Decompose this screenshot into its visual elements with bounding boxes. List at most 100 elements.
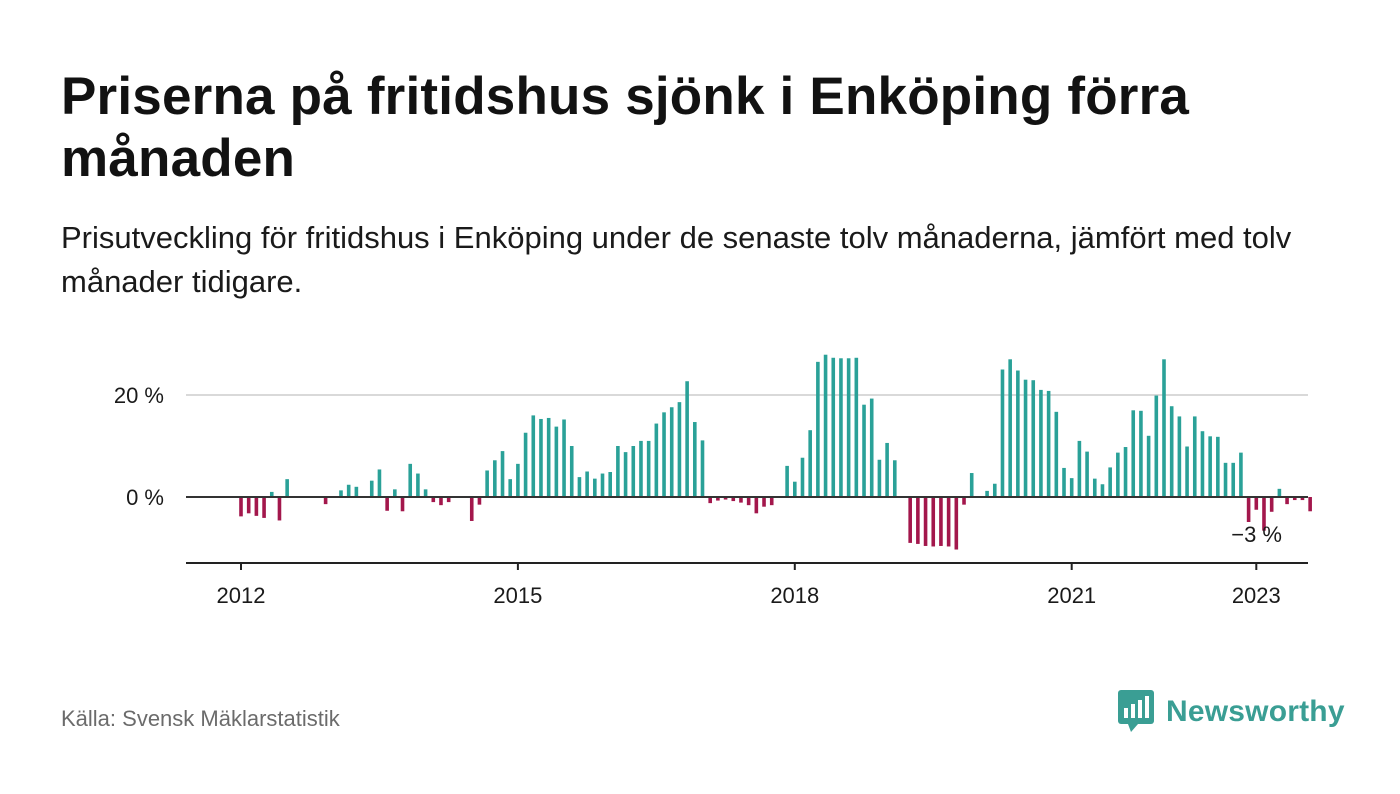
bar <box>1116 452 1120 497</box>
bar <box>1000 369 1005 497</box>
bar <box>1100 484 1105 497</box>
bar <box>593 478 597 497</box>
chart-subtitle: Prisutveckling för fritidshus i Enköping… <box>61 220 1292 299</box>
bar <box>1239 452 1243 497</box>
bar <box>846 358 851 497</box>
bar <box>839 358 843 497</box>
bar <box>1177 416 1182 497</box>
bar <box>277 497 282 521</box>
bar <box>554 426 559 497</box>
bar <box>854 357 859 497</box>
bar <box>662 412 666 497</box>
bar <box>600 473 605 497</box>
bar <box>1085 451 1089 497</box>
y-tick-label: 0 % <box>126 485 164 510</box>
bar <box>793 481 797 497</box>
bar <box>969 473 974 497</box>
bar <box>1062 467 1066 497</box>
x-tick-label: 2021 <box>1047 583 1096 608</box>
x-tick-label: 2023 <box>1232 583 1281 608</box>
y-tick-label: 20 % <box>114 383 164 408</box>
bar <box>1208 436 1212 497</box>
page-title: Priserna på fritidshus sjönk i Enköping … <box>61 67 1190 188</box>
bar <box>239 497 243 517</box>
bar <box>577 477 582 497</box>
bar <box>1092 478 1097 497</box>
bar <box>546 417 551 497</box>
bar <box>1216 436 1220 497</box>
bar <box>1185 446 1189 497</box>
bar <box>716 497 720 501</box>
bar <box>439 497 443 506</box>
bar <box>569 446 574 497</box>
bar <box>708 497 712 504</box>
bar <box>816 361 820 497</box>
bar <box>469 497 474 521</box>
bar <box>1254 497 1259 510</box>
bar <box>1277 488 1282 497</box>
bar <box>1292 497 1297 501</box>
bar <box>508 479 513 497</box>
bar <box>516 463 520 497</box>
bar <box>908 497 912 543</box>
bar <box>1246 497 1251 522</box>
x-tick-label: 2012 <box>217 583 266 608</box>
bar <box>285 479 289 497</box>
bar <box>1016 370 1020 497</box>
bar <box>823 354 828 497</box>
bar <box>1269 497 1274 512</box>
bar <box>585 471 589 497</box>
bar <box>885 442 889 497</box>
bar <box>1169 406 1174 497</box>
bar <box>354 486 359 497</box>
bar <box>992 483 997 497</box>
bar-chart-speech-bubble-icon <box>1118 690 1154 732</box>
bar <box>785 465 789 497</box>
bar <box>500 451 505 497</box>
bar <box>1123 447 1128 497</box>
bar <box>723 497 728 500</box>
x-tick-label: 2018 <box>770 583 819 608</box>
bars-layer <box>239 354 1312 550</box>
bar <box>808 430 812 497</box>
bar <box>1192 416 1197 497</box>
bar <box>1046 390 1051 497</box>
bar <box>1300 497 1305 501</box>
bar <box>1077 440 1082 497</box>
bar <box>946 497 951 547</box>
bar <box>654 423 659 497</box>
x-tick-label: 2015 <box>493 583 542 608</box>
bar <box>892 460 897 497</box>
bar <box>916 497 920 544</box>
bar <box>746 497 751 506</box>
bar <box>646 440 651 497</box>
bar <box>423 489 428 497</box>
bar <box>985 490 989 497</box>
bar <box>562 419 566 497</box>
bar-chart: 0 % 20 % 2012 2015 2018 2021 2023 −3 % <box>114 354 1312 608</box>
bar <box>769 497 774 506</box>
bar <box>1008 359 1012 497</box>
bar <box>400 497 405 512</box>
last-value-label: −3 % <box>1231 522 1282 547</box>
bar <box>677 402 682 497</box>
bar <box>539 418 543 497</box>
bar <box>1054 411 1059 497</box>
bar <box>485 470 489 497</box>
bar <box>1200 431 1205 497</box>
brand-link[interactable]: Newsworthy <box>1118 689 1345 735</box>
bar <box>1108 467 1112 497</box>
bar <box>1223 462 1228 497</box>
bar <box>616 446 620 497</box>
bar <box>269 491 274 497</box>
bar <box>262 497 266 518</box>
bar <box>623 452 628 497</box>
bar <box>523 432 528 497</box>
bar <box>1039 389 1043 497</box>
bar <box>669 407 674 497</box>
bar <box>631 446 636 497</box>
bar <box>639 440 643 497</box>
bar <box>431 497 436 503</box>
source-note: Källa: Svensk Mäklarstatistik <box>61 706 340 731</box>
bar <box>408 463 413 497</box>
